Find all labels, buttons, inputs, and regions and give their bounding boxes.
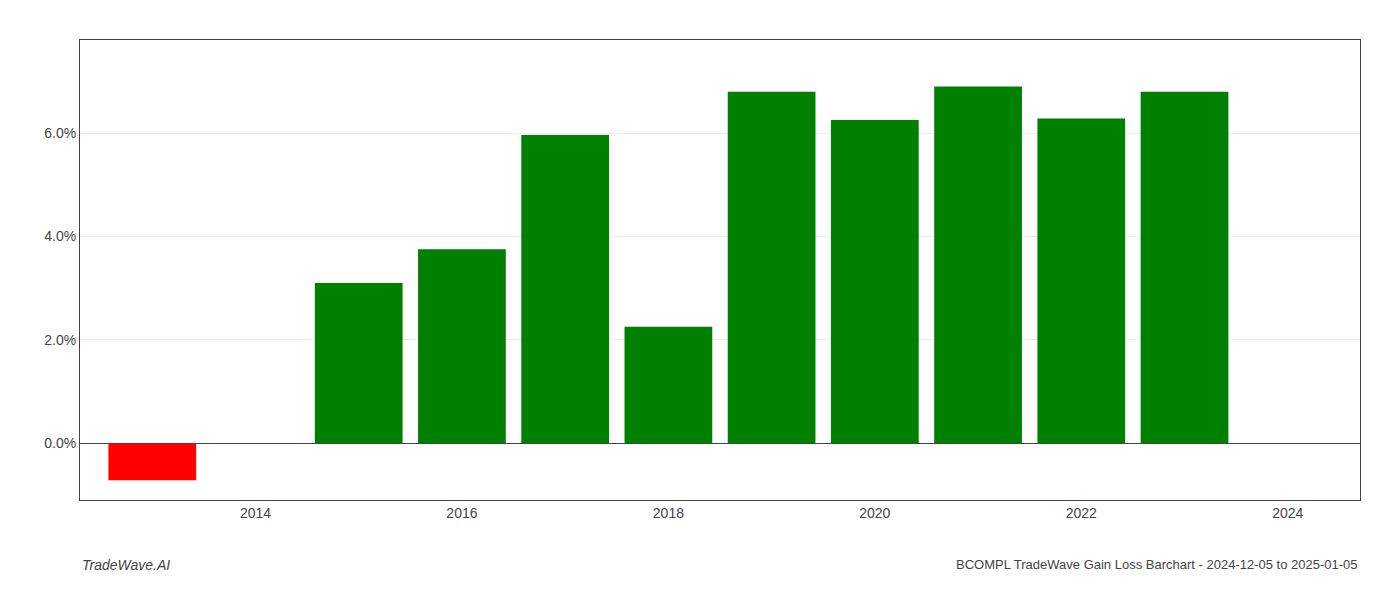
svg-text:6.0%: 6.0% — [44, 125, 76, 141]
svg-text:0.0%: 0.0% — [44, 435, 76, 451]
svg-text:2.0%: 2.0% — [44, 332, 76, 348]
svg-text:TradeWave.AI: TradeWave.AI — [82, 557, 170, 573]
svg-text:2016: 2016 — [446, 505, 477, 521]
svg-text:2020: 2020 — [859, 505, 890, 521]
svg-text:4.0%: 4.0% — [44, 228, 76, 244]
svg-text:2014: 2014 — [240, 505, 271, 521]
svg-text:BCOMPL TradeWave Gain Loss Bar: BCOMPL TradeWave Gain Loss Barchart - 20… — [956, 557, 1358, 572]
svg-text:2018: 2018 — [653, 505, 684, 521]
svg-text:2024: 2024 — [1272, 505, 1303, 521]
svg-text:2022: 2022 — [1066, 505, 1097, 521]
